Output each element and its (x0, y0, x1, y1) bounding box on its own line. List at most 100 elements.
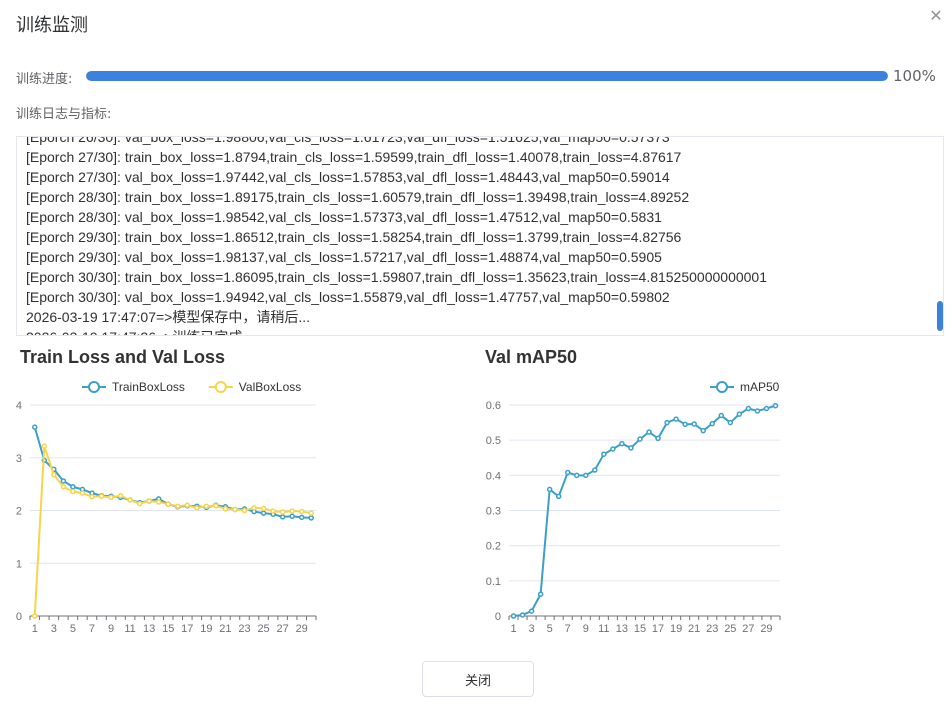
data-point[interactable] (583, 472, 589, 479)
data-point[interactable] (510, 613, 517, 619)
chart-title-loss: Train Loss and Val Loss (20, 347, 226, 367)
data-point[interactable] (655, 435, 661, 442)
data-point[interactable] (194, 505, 200, 511)
map-chart: 00.10.20.30.40.50.61 3 5 7 9 11 13 15 17 19 21 23 25… (486, 380, 781, 635)
data-point[interactable] (754, 408, 761, 414)
data-point[interactable] (165, 501, 171, 507)
x-tick-label: 29 (760, 623, 772, 635)
data-point[interactable] (79, 490, 86, 496)
data-point[interactable] (127, 497, 133, 503)
legend-label[interactable]: TrainBoxLoss (112, 380, 185, 394)
data-point[interactable] (32, 424, 38, 430)
data-point[interactable] (628, 445, 634, 451)
data-point[interactable] (136, 500, 143, 507)
data-point[interactable] (772, 402, 779, 409)
data-point[interactable] (592, 467, 598, 473)
x-tick-label: 19 (670, 623, 682, 635)
data-point[interactable] (619, 440, 625, 447)
legend-label[interactable]: ValBoxLoss (239, 380, 301, 394)
data-point[interactable] (51, 471, 57, 478)
data-point[interactable] (298, 514, 305, 521)
legend-marker[interactable] (88, 381, 100, 393)
legend-marker[interactable] (214, 381, 227, 393)
x-tick-label: 27 (277, 623, 289, 635)
x-tick-label: 3 (51, 623, 57, 635)
data-point[interactable] (108, 494, 114, 501)
data-point[interactable] (117, 492, 124, 499)
data-point[interactable] (736, 411, 743, 417)
x-tick-label: 17 (181, 623, 193, 635)
data-point[interactable] (32, 613, 38, 619)
data-point[interactable] (98, 493, 105, 500)
x-tick-label: 9 (583, 623, 589, 635)
close-icon[interactable]: ✕ (929, 6, 943, 25)
data-point[interactable] (70, 484, 76, 490)
log-scrollbar[interactable] (937, 301, 943, 331)
legend-marker[interactable] (716, 381, 728, 393)
data-point[interactable] (564, 469, 571, 476)
y-tick-label: 0 (495, 611, 501, 623)
data-point[interactable] (637, 436, 643, 442)
data-point[interactable] (308, 515, 314, 521)
x-tick-label: 5 (547, 623, 553, 635)
data-point[interactable] (519, 612, 526, 618)
data-point[interactable] (260, 505, 267, 512)
data-point[interactable] (537, 591, 544, 597)
y-tick-label: 3 (16, 453, 22, 465)
data-point[interactable] (70, 488, 76, 495)
data-point[interactable] (546, 486, 553, 493)
data-point[interactable] (60, 484, 67, 490)
data-point[interactable] (308, 510, 314, 516)
data-point[interactable] (673, 416, 679, 422)
legend-label[interactable]: mAP50 (740, 380, 780, 394)
data-point[interactable] (718, 412, 725, 419)
data-point[interactable] (601, 451, 607, 457)
data-point[interactable] (203, 503, 210, 510)
data-point[interactable] (222, 506, 229, 512)
data-point[interactable] (700, 427, 706, 434)
data-point[interactable] (691, 421, 697, 427)
series-line-ValBoxLoss (33, 445, 312, 617)
data-point[interactable] (213, 503, 219, 509)
data-point[interactable] (289, 508, 295, 514)
log-line: [Eporch 30/30]: val_box_loss=1.94942,val… (26, 289, 670, 305)
data-point[interactable] (41, 443, 48, 449)
x-tick-label: 15 (162, 623, 174, 635)
data-point[interactable] (682, 421, 688, 428)
data-point[interactable] (646, 429, 652, 435)
data-point[interactable] (763, 405, 770, 412)
data-point[interactable] (664, 419, 670, 426)
log-line: 2026-03-19 17:47:07=>模型保存中，请稍后... (26, 309, 311, 325)
log-line: [Eporch 27/30]: val_box_loss=1.97442,val… (26, 169, 670, 185)
data-point[interactable] (289, 513, 295, 520)
data-point[interactable] (709, 420, 715, 427)
data-point[interactable] (175, 503, 181, 510)
data-point[interactable] (745, 405, 752, 412)
x-tick-label: 7 (565, 623, 571, 635)
data-point[interactable] (155, 499, 162, 505)
data-point[interactable] (279, 509, 286, 515)
data-point[interactable] (60, 478, 67, 484)
data-point[interactable] (251, 505, 257, 511)
data-point[interactable] (89, 494, 95, 500)
data-point[interactable] (241, 507, 248, 514)
data-point[interactable] (574, 472, 580, 479)
x-tick-label: 25 (724, 623, 736, 635)
data-point[interactable] (270, 508, 276, 514)
data-point[interactable] (146, 498, 152, 504)
data-point[interactable] (298, 508, 305, 515)
x-tick-label: 21 (688, 623, 700, 635)
data-point[interactable] (260, 510, 267, 516)
data-point[interactable] (528, 608, 535, 614)
data-point[interactable] (232, 506, 238, 513)
data-point[interactable] (555, 493, 562, 500)
data-point[interactable] (727, 419, 734, 426)
log-panel[interactable]: [Eporch 26/30]: val_box_loss=1.98806,val… (16, 136, 944, 336)
data-point[interactable] (279, 514, 286, 520)
x-tick-label: 5 (70, 623, 76, 635)
data-point[interactable] (610, 446, 616, 452)
x-tick-label: 13 (143, 623, 155, 635)
data-point[interactable] (184, 502, 191, 508)
close-button[interactable]: 关闭 (422, 661, 534, 697)
